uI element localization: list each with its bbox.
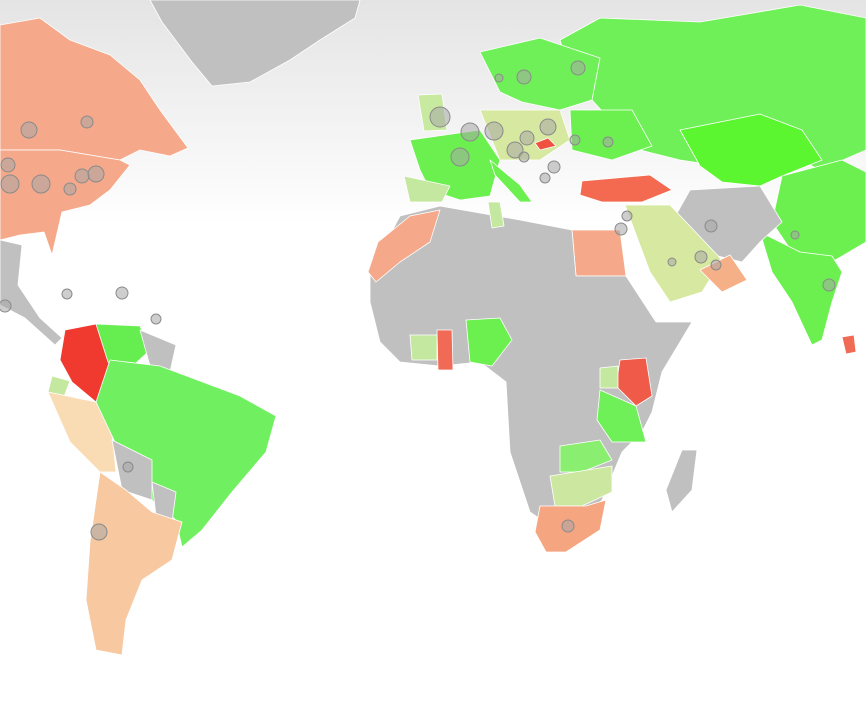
country: [579, 174, 673, 203]
country: [489, 159, 533, 203]
marker: [516, 69, 532, 85]
country: [479, 37, 601, 111]
marker: [614, 222, 628, 236]
marker: [539, 118, 557, 136]
marker: [87, 165, 105, 183]
marker: [484, 121, 504, 141]
marker: [710, 259, 722, 271]
country: [596, 389, 647, 443]
marker: [0, 174, 20, 194]
marker: [63, 182, 77, 196]
marker: [450, 147, 470, 167]
marker: [494, 73, 504, 83]
country: [571, 229, 627, 277]
country: [403, 175, 451, 203]
marker: [518, 151, 530, 163]
marker: [790, 230, 800, 240]
marker: [547, 160, 561, 174]
countries: [0, 0, 866, 656]
country: [149, 0, 361, 87]
marker: [704, 219, 718, 233]
marker: [561, 519, 575, 533]
marker: [822, 278, 836, 292]
country: [534, 137, 557, 151]
marker: [506, 141, 524, 159]
marker: [90, 523, 108, 541]
country: [841, 334, 857, 355]
country: [487, 201, 505, 229]
marker: [122, 461, 134, 473]
country: [465, 317, 513, 367]
marker: [150, 313, 162, 325]
marker: [74, 168, 90, 184]
marker: [694, 250, 708, 264]
marker: [80, 115, 94, 129]
marker: [61, 288, 73, 300]
marker: [0, 299, 12, 313]
marker: [621, 210, 633, 222]
country: [624, 204, 723, 303]
marker: [602, 136, 614, 148]
marker: [570, 60, 586, 76]
marker: [667, 257, 677, 267]
country: [665, 449, 698, 513]
country: [599, 365, 619, 389]
country: [759, 231, 843, 346]
marker: [429, 106, 451, 128]
country: [436, 329, 454, 371]
marker: [569, 134, 581, 146]
marker: [519, 130, 535, 146]
country: [559, 439, 613, 473]
country: [85, 471, 183, 656]
marker: [0, 157, 16, 173]
country: [367, 209, 441, 283]
marker: [115, 286, 129, 300]
marker: [31, 174, 51, 194]
marker: [20, 121, 38, 139]
country: [549, 465, 613, 507]
marker: [460, 122, 480, 142]
markers: [0, 60, 836, 541]
marker: [539, 172, 551, 184]
country: [409, 334, 438, 361]
